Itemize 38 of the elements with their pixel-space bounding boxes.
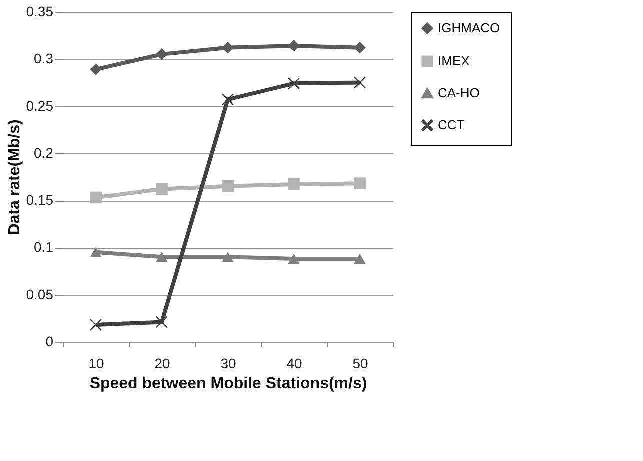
y-tick-label: 0.15 bbox=[26, 192, 54, 208]
y-tick-label: 0.35 bbox=[26, 4, 54, 20]
point bbox=[222, 252, 234, 262]
legend-label: CA-HO bbox=[438, 86, 480, 100]
point bbox=[156, 48, 168, 60]
y-tick-label: 0.05 bbox=[26, 286, 54, 302]
point bbox=[222, 42, 234, 54]
x-tick-label: 20 bbox=[154, 356, 170, 372]
x-axis-title: Speed between Mobile Stations(m/s) bbox=[90, 376, 368, 392]
point bbox=[156, 316, 168, 328]
point bbox=[156, 183, 168, 196]
point bbox=[354, 254, 366, 264]
point bbox=[288, 40, 300, 52]
x-tick-label: 10 bbox=[88, 356, 104, 372]
y-tick-label: 0.3 bbox=[34, 50, 54, 67]
point bbox=[222, 94, 234, 106]
point bbox=[288, 254, 300, 264]
x-tick-label: 40 bbox=[286, 356, 302, 372]
y-tick-label: 0.25 bbox=[26, 98, 54, 114]
y-tick-label: 0.2 bbox=[34, 144, 54, 161]
point bbox=[90, 247, 102, 258]
point bbox=[90, 64, 102, 76]
legend-label: IMEX bbox=[438, 54, 470, 68]
x-tick-label: 50 bbox=[352, 356, 368, 372]
y-tick-label: 0 bbox=[46, 334, 54, 350]
point bbox=[156, 252, 168, 262]
y-axis-title: Data rate(Mb/s) bbox=[6, 120, 24, 236]
point bbox=[354, 178, 366, 190]
point bbox=[90, 192, 102, 204]
x-tick-label: 30 bbox=[220, 356, 236, 372]
point bbox=[288, 78, 300, 90]
point bbox=[354, 76, 366, 89]
y-tick-label: 0.1 bbox=[34, 239, 54, 256]
point bbox=[222, 180, 234, 192]
legend-label: IGHMACO bbox=[438, 20, 500, 36]
legend-label: CCT bbox=[438, 118, 465, 132]
point bbox=[288, 178, 300, 190]
point bbox=[354, 42, 366, 54]
